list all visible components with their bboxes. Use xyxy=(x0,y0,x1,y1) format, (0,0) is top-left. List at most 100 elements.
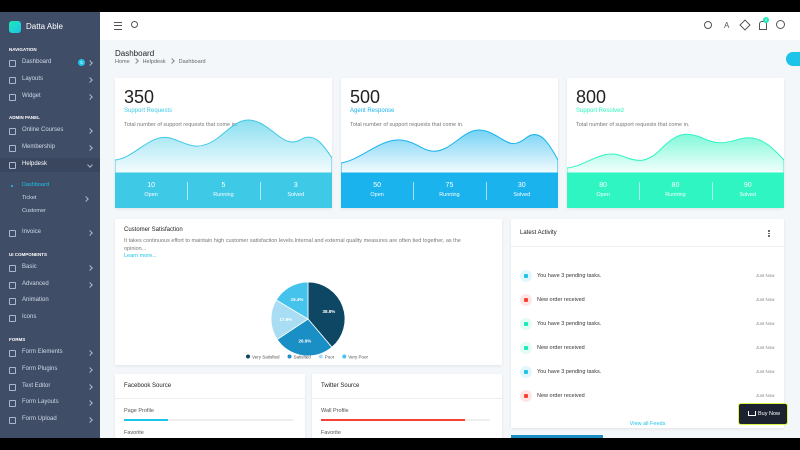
nav-icon xyxy=(9,383,16,391)
nav-item[interactable]: Basic xyxy=(0,261,100,275)
activity-item[interactable]: You have 3 pending tasks. Just Now xyxy=(511,317,784,333)
nav-item[interactable]: Icons xyxy=(0,311,100,325)
wave-graphic xyxy=(567,133,784,173)
nav-icon xyxy=(9,76,16,84)
nav-chevron xyxy=(87,128,93,135)
nav-item[interactable]: Form Elements xyxy=(0,346,100,360)
settings-toggle[interactable] xyxy=(786,52,800,66)
stat-column: 5 Running xyxy=(187,173,259,208)
pie-slice xyxy=(276,318,333,357)
nav-label: Membership xyxy=(22,144,56,151)
nav-item[interactable]: Widget xyxy=(0,90,100,104)
buy-now-button[interactable]: Buy Now xyxy=(738,403,788,425)
nav-icon xyxy=(9,93,16,101)
nav-chevron xyxy=(87,76,93,83)
row-label: Page Profile xyxy=(124,408,154,414)
nav-item[interactable]: Animation xyxy=(0,294,100,308)
stat-column: 80 Open xyxy=(567,173,639,208)
satisfaction-card: Customer Satisfaction It takes continuous… xyxy=(115,219,502,365)
stat-number: 5 xyxy=(221,182,226,189)
nav-label: Helpdesk xyxy=(22,161,48,167)
nav-item[interactable]: Dashboard 5 xyxy=(0,56,100,70)
activity-icon xyxy=(520,294,532,306)
legend-swatch xyxy=(318,354,323,359)
nav-label: Form Layouts xyxy=(22,399,59,406)
section-title: UI COMPONENTS xyxy=(9,251,48,257)
search-icon[interactable] xyxy=(131,21,138,28)
app-screen: Datta Able NAVIGATION Dashboard 5 Layouts Wi… xyxy=(0,12,800,438)
nav-item[interactable]: Advanced xyxy=(0,278,100,292)
activity-item[interactable]: New order received Just Now xyxy=(511,389,784,405)
breadcrumb-item[interactable]: Helpdesk xyxy=(142,59,166,65)
activity-icon xyxy=(520,342,532,354)
nav-chevron xyxy=(87,383,93,390)
menu-icon[interactable] xyxy=(114,22,122,30)
slice-label: 26.9% xyxy=(298,338,311,343)
nav-item[interactable]: Helpdesk xyxy=(0,158,100,172)
divider xyxy=(115,398,305,399)
menu-dot xyxy=(768,230,770,232)
nav-item[interactable]: Form Plugins xyxy=(0,363,100,377)
brand-name: Datta Able xyxy=(26,22,63,31)
legend-label: Very Poor xyxy=(348,355,368,360)
card-title: Latest Activity xyxy=(520,230,557,236)
nav-icon xyxy=(9,162,16,169)
nav-badge: 5 xyxy=(78,59,85,66)
view-all-link[interactable]: View all Feeds xyxy=(629,421,666,427)
button-label: Buy Now xyxy=(758,411,781,417)
activity-item[interactable]: New order received Just Now xyxy=(511,341,784,357)
activity-time: Just Now xyxy=(756,297,775,302)
stat-number: 10 xyxy=(147,182,156,189)
partial-card xyxy=(511,435,603,438)
stat-caption: Open xyxy=(370,192,384,198)
section-title: FORMS xyxy=(9,337,26,342)
user-icon[interactable] xyxy=(776,20,785,29)
language-icon[interactable]: A xyxy=(724,21,730,30)
breadcrumb-item[interactable]: Dashboard xyxy=(178,59,206,65)
nav-item[interactable]: Form Layouts xyxy=(0,396,100,410)
nav-subitem[interactable]: Ticket xyxy=(0,193,100,205)
nav-subitem[interactable]: Customer xyxy=(0,206,100,218)
nav-label: Widget xyxy=(22,92,41,99)
nav-label: Advanced xyxy=(22,280,49,287)
activity-icon xyxy=(520,318,532,330)
activity-item[interactable]: New order received Just Now xyxy=(511,293,784,309)
sub-label: Dashboard xyxy=(22,182,49,188)
activity-icon xyxy=(520,270,532,282)
activity-item[interactable]: You have 3 pending tasks. Just Now xyxy=(511,365,784,381)
nav-item[interactable]: Online Courses xyxy=(0,124,100,138)
nav-item[interactable]: Layouts xyxy=(0,73,100,87)
theme-icon[interactable] xyxy=(704,21,712,29)
nav-icon xyxy=(9,145,16,153)
stat-value: 350 xyxy=(124,87,155,107)
activity-icon xyxy=(520,366,532,378)
source-card: Twitter Source Wall Profile Favorite xyxy=(312,374,502,438)
progress-bar xyxy=(124,419,168,421)
divider xyxy=(312,398,502,399)
breadcrumb-separator xyxy=(168,58,175,64)
settings-icon[interactable] xyxy=(739,19,751,31)
nav-icon xyxy=(9,230,16,237)
activity-card: Latest Activity You have 3 pending tasks.… xyxy=(511,219,784,428)
activity-time: Just Now xyxy=(756,393,775,398)
nav-label: Text Editor xyxy=(22,382,51,389)
nav-item[interactable]: Form Upload xyxy=(0,413,100,427)
stat-description: Total number of support requests that co… xyxy=(576,122,690,128)
activity-item[interactable]: You have 3 pending tasks. Just Now xyxy=(511,269,784,285)
nav-chevron xyxy=(87,145,93,152)
activity-text: You have 3 pending tasks. xyxy=(537,273,602,279)
stat-column: 10 Open xyxy=(115,173,187,208)
nav-item[interactable]: Text Editor xyxy=(0,380,100,394)
nav-item[interactable]: Invoice xyxy=(0,226,100,240)
stat-description: Total number of support requests that co… xyxy=(124,122,238,128)
breadcrumb-item[interactable]: Home xyxy=(115,59,130,65)
stat-number: 75 xyxy=(445,182,454,189)
stat-column: 30 Solved xyxy=(485,173,558,208)
nav-label: Form Upload xyxy=(22,416,57,423)
nav-label: Online Courses xyxy=(22,127,64,134)
learn-more-link[interactable]: Learn more... xyxy=(124,253,157,259)
nav-item[interactable]: Membership xyxy=(0,141,100,155)
nav-subitem[interactable]: Dashboard xyxy=(0,180,100,192)
nav-label: Icons xyxy=(22,314,37,321)
activity-time: Just Now xyxy=(756,369,775,374)
